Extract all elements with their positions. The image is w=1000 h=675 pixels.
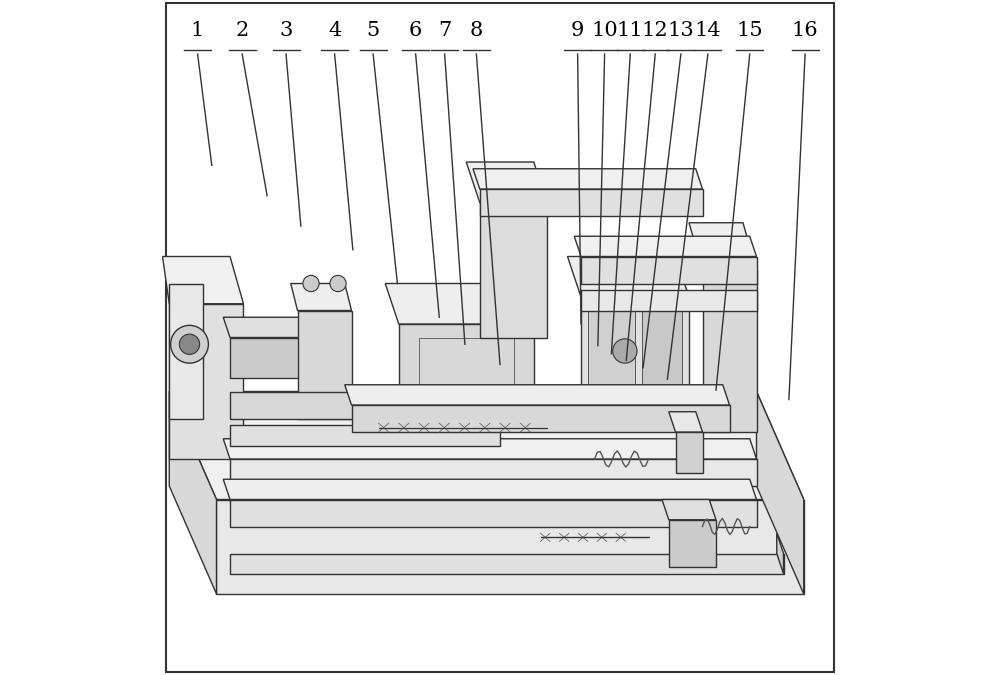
Polygon shape xyxy=(169,392,804,500)
Text: 2: 2 xyxy=(236,21,249,40)
Polygon shape xyxy=(757,392,804,594)
Circle shape xyxy=(171,325,208,363)
Polygon shape xyxy=(169,392,216,594)
Polygon shape xyxy=(669,412,702,432)
Text: 9: 9 xyxy=(571,21,584,40)
Polygon shape xyxy=(230,554,784,574)
Text: 5: 5 xyxy=(366,21,380,40)
Polygon shape xyxy=(162,256,243,304)
Circle shape xyxy=(330,275,346,292)
Text: 6: 6 xyxy=(409,21,422,40)
Polygon shape xyxy=(230,338,311,378)
Polygon shape xyxy=(568,256,689,297)
Polygon shape xyxy=(223,317,311,338)
Polygon shape xyxy=(345,385,730,405)
Circle shape xyxy=(179,334,200,354)
Text: 3: 3 xyxy=(279,21,293,40)
Polygon shape xyxy=(230,392,500,418)
Polygon shape xyxy=(291,284,352,310)
Text: 8: 8 xyxy=(470,21,483,40)
Circle shape xyxy=(303,275,319,292)
Polygon shape xyxy=(702,270,757,432)
Polygon shape xyxy=(689,223,757,270)
Polygon shape xyxy=(581,290,757,310)
Polygon shape xyxy=(230,500,757,526)
Polygon shape xyxy=(473,169,702,189)
Polygon shape xyxy=(669,520,716,567)
Text: 13: 13 xyxy=(668,21,694,40)
Polygon shape xyxy=(230,459,757,486)
Polygon shape xyxy=(676,432,702,472)
Polygon shape xyxy=(588,310,635,391)
Polygon shape xyxy=(480,202,547,338)
Text: 11: 11 xyxy=(617,21,644,40)
Text: 1: 1 xyxy=(191,21,204,40)
Text: 15: 15 xyxy=(736,21,763,40)
Polygon shape xyxy=(352,405,730,432)
Text: 16: 16 xyxy=(792,21,818,40)
Polygon shape xyxy=(574,236,757,256)
Text: 14: 14 xyxy=(695,21,721,40)
Polygon shape xyxy=(223,439,757,459)
Polygon shape xyxy=(480,189,702,216)
Polygon shape xyxy=(169,284,203,418)
Polygon shape xyxy=(777,533,784,574)
Polygon shape xyxy=(223,479,757,500)
Polygon shape xyxy=(581,256,757,284)
Text: 12: 12 xyxy=(642,21,669,40)
Polygon shape xyxy=(216,500,804,594)
Polygon shape xyxy=(466,162,547,202)
Polygon shape xyxy=(642,310,682,391)
Polygon shape xyxy=(230,425,500,446)
Text: 7: 7 xyxy=(438,21,451,40)
Circle shape xyxy=(613,339,637,363)
Text: 4: 4 xyxy=(328,21,341,40)
Text: 10: 10 xyxy=(591,21,618,40)
Polygon shape xyxy=(399,324,534,405)
Polygon shape xyxy=(298,310,352,418)
Polygon shape xyxy=(385,284,534,324)
Polygon shape xyxy=(169,304,243,459)
Polygon shape xyxy=(662,500,716,520)
Polygon shape xyxy=(581,297,689,418)
